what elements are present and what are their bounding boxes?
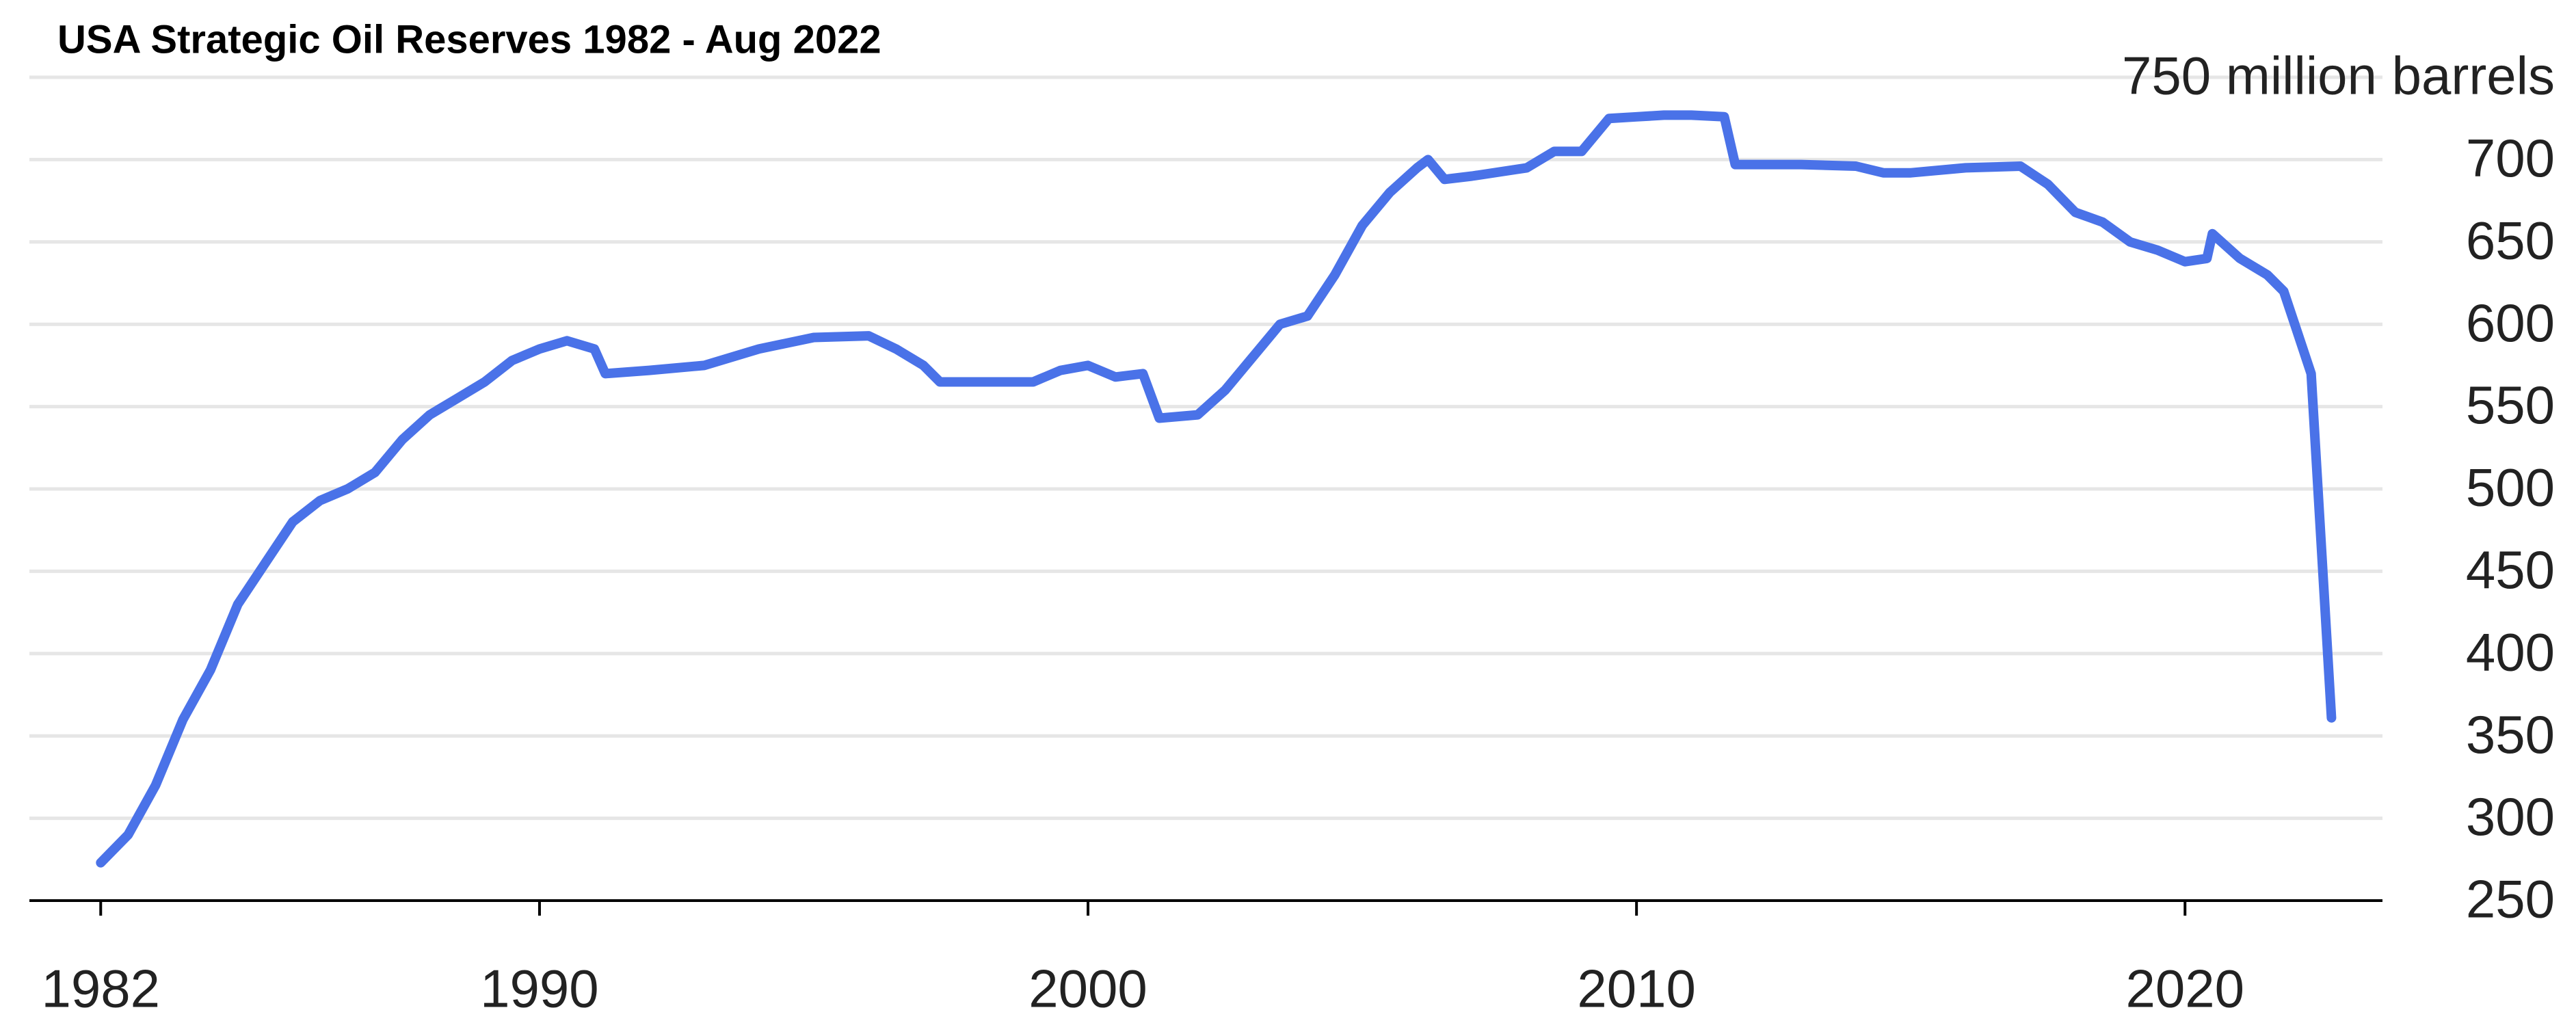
y-tick-label: 750 million barrels: [2122, 46, 2555, 106]
y-tick-label: 400: [2466, 622, 2555, 682]
y-tick-label: 350: [2466, 704, 2555, 765]
x-tick-label: 2020: [2125, 959, 2244, 1019]
y-tick-label: 450: [2466, 540, 2555, 600]
y-tick-label: 650: [2466, 210, 2555, 270]
x-tick-label: 2000: [1028, 959, 1147, 1019]
y-tick-label: 500: [2466, 457, 2555, 518]
data-line: [96, 110, 2337, 868]
x-tick-label: 1990: [480, 959, 599, 1019]
y-tick-label: 550: [2466, 375, 2555, 435]
x-tick-label: 2010: [1577, 959, 1696, 1019]
chart-title: USA Strategic Oil Reserves 1982 - Aug 20…: [57, 17, 881, 62]
y-tick-label: 250: [2466, 869, 2555, 929]
y-tick-label: 300: [2466, 786, 2555, 847]
y-tick-label: 700: [2466, 128, 2555, 188]
y-tick-label: 600: [2466, 293, 2555, 353]
x-tick-label: 1982: [42, 959, 161, 1019]
